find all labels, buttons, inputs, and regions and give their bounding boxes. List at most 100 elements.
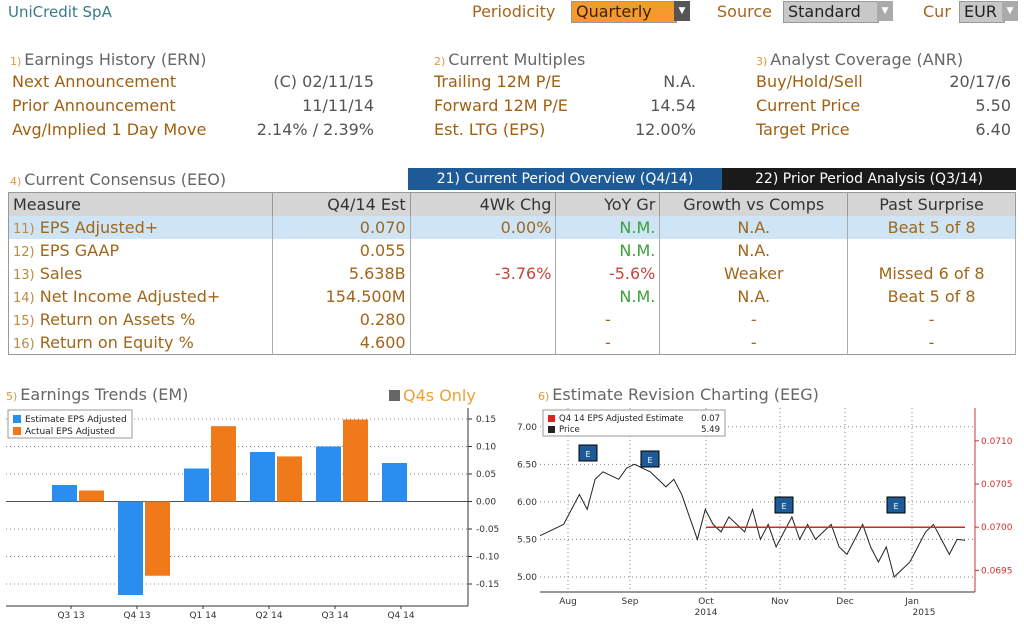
em-section-header[interactable]: 5) Earnings Trends (EM): [6, 385, 189, 404]
measure-cell: 15) Return on Assets %: [8, 308, 273, 331]
y-tick-label: 0.00: [476, 498, 496, 508]
table-row[interactable]: 12) EPS GAAP 0.055 N.M. N.A.: [8, 239, 1016, 262]
earnings-marker-label: E: [647, 456, 652, 465]
periodicity-dropdown[interactable]: Quarterly: [571, 1, 677, 23]
source-dropdown[interactable]: Standard: [783, 1, 879, 23]
surprise-cell: [847, 239, 1016, 262]
plot-area: [6, 408, 468, 606]
bar-actual: [277, 456, 302, 502]
earnings-marker-label: E: [893, 502, 898, 511]
x-tick-label: Dec: [836, 597, 853, 607]
table-row[interactable]: 11) EPS Adjusted+ 0.070 0.00% N.M. N.A. …: [8, 216, 1016, 239]
bar-estimate: [184, 468, 209, 502]
left-tick-label: 5.00: [517, 573, 537, 583]
bar-estimate: [52, 485, 77, 502]
chg-cell: 0.00%: [410, 216, 557, 239]
surprise-cell: Beat 5 of 8: [847, 216, 1016, 239]
measure-cell: 16) Return on Equity %: [8, 331, 273, 355]
price-line: [539, 463, 966, 578]
ern-section-header[interactable]: 1) Earnings History (ERN): [10, 50, 207, 69]
tab-current-period[interactable]: 21) Current Period Overview (Q4/14): [408, 168, 722, 190]
y-tick-label: -0.10: [476, 553, 500, 563]
currency-label: Cur: [923, 2, 951, 21]
source-dropdown-arrow-icon[interactable]: ▼: [877, 1, 893, 21]
chg-cell: [410, 239, 557, 262]
legend-swatch: [548, 426, 555, 433]
table-row[interactable]: 14) Net Income Adjusted+ 154.500M N.M. N…: [8, 285, 1016, 308]
yoy-cell: -: [555, 331, 661, 355]
eeg-section-header[interactable]: 6) Estimate Revision Charting (EEG): [538, 385, 819, 404]
earnings-trends-chart: 0.15 0.10 0.05 0.00 -0.05 -0.10 -0.15 Q3 13 Q4 1…: [6, 408, 500, 621]
comps-cell: -: [659, 308, 849, 331]
yoy-cell: N.M.: [555, 239, 661, 262]
x-tick-label: Q4 13: [123, 611, 150, 621]
comps-cell: N.A.: [659, 216, 849, 239]
multiples-section-header[interactable]: 2) Current Multiples: [434, 50, 586, 69]
est-cell: 0.280: [272, 308, 411, 331]
earnings-marker-icon: [774, 496, 794, 514]
currency-dropdown[interactable]: EUR: [959, 1, 1005, 23]
legend-label: Price: [559, 425, 580, 435]
tab-prior-period[interactable]: 22) Prior Period Analysis (Q3/14): [722, 168, 1016, 190]
table-row[interactable]: 16) Return on Equity % 4.600 - - -: [8, 331, 1016, 355]
surprise-cell: Beat 5 of 8: [847, 285, 1016, 308]
measure-cell: 13) Sales: [8, 262, 273, 285]
measure-cell: 14) Net Income Adjusted+: [8, 285, 273, 308]
col-yoy-gr[interactable]: YoY Gr: [555, 192, 661, 216]
table-row[interactable]: 15) Return on Assets % 0.280 - - -: [8, 308, 1016, 331]
col-4wk-chg[interactable]: 4Wk Chg: [410, 192, 557, 216]
estimate-revision-chart: 7.00 6.50 6.00 5.50 5.00 0.0710 0.0705 0.0700 0.…: [517, 408, 1013, 618]
est-cell: 154.500M: [272, 285, 411, 308]
legend-label: Estimate EPS Adjusted: [25, 415, 127, 425]
checkbox-icon[interactable]: [389, 390, 400, 401]
y-tick-label: 0.05: [476, 470, 496, 480]
x-tick-label: Oct: [698, 597, 714, 607]
est-cell: 0.055: [272, 239, 411, 262]
legend-value: 0.07: [701, 414, 720, 424]
chg-cell: [410, 308, 557, 331]
col-est[interactable]: Q4/14 Est: [272, 192, 411, 216]
bar-actual: [211, 426, 236, 502]
table-row[interactable]: 13) Sales 5.638B -3.76% -5.6% Weaker Mis…: [8, 262, 1016, 285]
periodicity-dropdown-arrow-icon[interactable]: ▼: [674, 1, 690, 21]
chg-cell: [410, 331, 557, 355]
left-tick-label: 7.00: [517, 423, 537, 433]
earnings-marker-icon: [886, 496, 906, 514]
consensus-header-row: Measure Q4/14 Est 4Wk Chg YoY Gr Growth …: [8, 192, 1016, 216]
q4s-only-toggle[interactable]: Q4s Only: [389, 386, 476, 405]
currency-dropdown-arrow-icon[interactable]: ▼: [1002, 1, 1018, 21]
earnings-marker-icon: [578, 444, 598, 462]
x-tick-label: Sep: [622, 597, 639, 607]
source-label: Source: [717, 2, 772, 21]
comps-cell: -: [659, 331, 849, 355]
comps-cell: N.A.: [659, 285, 849, 308]
measure-cell: 11) EPS Adjusted+: [8, 216, 273, 239]
bar-estimate: [382, 463, 407, 502]
anr-section-header[interactable]: 3) Analyst Coverage (ANR): [756, 50, 964, 69]
ern-rows: Next Announcement (C) 02/11/15 Prior Anno…: [12, 72, 374, 144]
comps-cell: N.A.: [659, 239, 849, 262]
chg-cell: -3.76%: [410, 262, 557, 285]
periodicity-label: Periodicity: [472, 2, 556, 21]
consensus-section-header[interactable]: 4) Current Consensus (EEO): [10, 170, 227, 189]
col-measure[interactable]: Measure: [8, 192, 273, 216]
bar-estimate: [118, 501, 143, 595]
multiples-row-ltg: Est. LTG (EPS) 12.00%: [434, 120, 696, 139]
right-tick-label: 0.0705: [981, 480, 1013, 490]
comps-cell: Weaker: [659, 262, 849, 285]
bar-estimate: [316, 446, 341, 502]
legend-swatch: [13, 427, 21, 435]
earnings-marker-label: E: [585, 450, 590, 459]
x-tick-label: Q3 13: [57, 611, 84, 621]
anr-rows: Buy/Hold/Sell 20/17/6 Current Price 5.50 T…: [756, 72, 1011, 144]
anr-row-price: Current Price 5.50: [756, 96, 1011, 115]
col-past-surprise[interactable]: Past Surprise: [847, 192, 1016, 216]
col-growth-vs-comps[interactable]: Growth vs Comps: [659, 192, 849, 216]
left-tick-label: 6.00: [517, 498, 537, 508]
anr-row-bhs: Buy/Hold/Sell 20/17/6: [756, 72, 1011, 91]
multiples-row-forward: Forward 12M P/E 14.54: [434, 96, 696, 115]
ern-row-prior: Prior Announcement 11/11/14: [12, 96, 374, 115]
bar-actual: [343, 419, 368, 502]
x-tick-label: Q2 14: [255, 611, 282, 621]
multiples-row-trailing: Trailing 12M P/E N.A.: [434, 72, 696, 91]
